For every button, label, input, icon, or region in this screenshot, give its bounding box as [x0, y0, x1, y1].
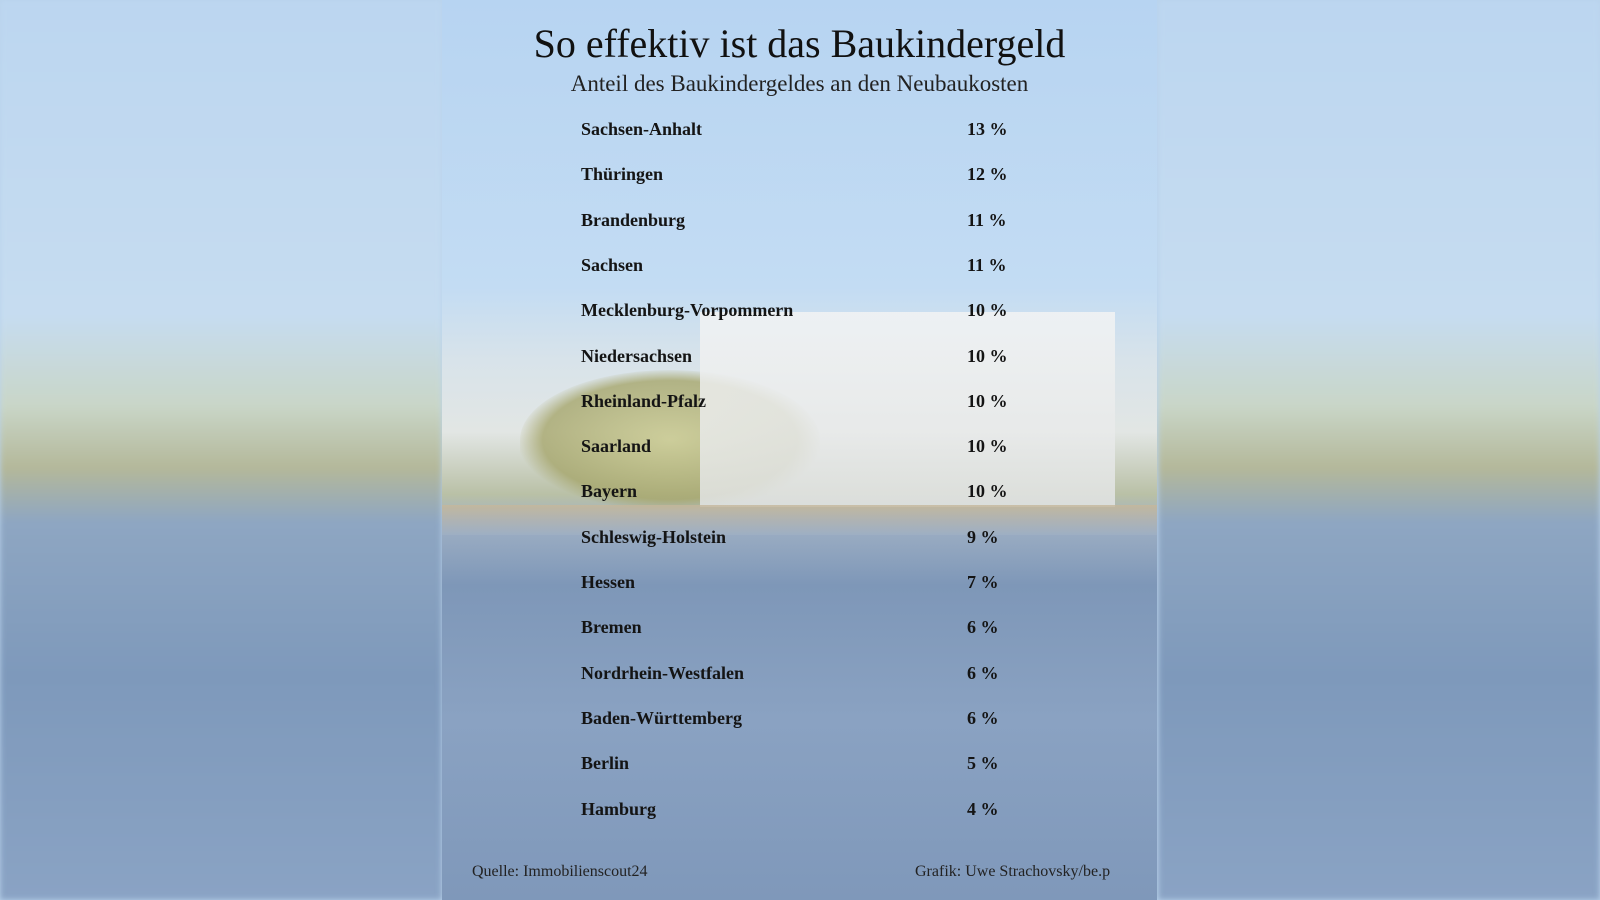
state-label: Schleswig-Holstein [581, 526, 727, 547]
table-row: Hessen 7 % [581, 572, 1021, 596]
chart-subtitle: Anteil des Baukindergeldes an den Neubau… [570, 71, 1029, 96]
source-note: Quelle: Immobilienscout24 [472, 863, 648, 880]
state-label: Rheinland-Pfalz [581, 390, 707, 411]
state-label: Baden-Württemberg [581, 707, 742, 728]
state-label: Mecklenburg-Vorpommern [581, 300, 794, 321]
table-row: Thüringen 12 % [581, 164, 1021, 188]
value-label: 5 % [967, 753, 999, 774]
value-label: 7 % [967, 572, 999, 592]
table-row: Schleswig-Holstein 9 % [581, 527, 1021, 551]
table-row: Sachsen-Anhalt 13 % [581, 119, 1021, 143]
table-row: Hamburg 4 % [581, 799, 1021, 823]
blurred-background-left [0, 0, 442, 900]
table-row: Bremen 6 % [581, 617, 1021, 641]
state-label: Bremen [581, 617, 642, 638]
table-row: Baden-Württemberg 6 % [581, 708, 1021, 732]
value-label: 10 % [967, 300, 1008, 321]
credit-note: Grafik: Uwe Strachovsky/be.p [915, 863, 1111, 880]
value-label: 4 % [967, 798, 999, 819]
value-label: 10 % [967, 481, 1008, 502]
value-label: 6 % [967, 662, 999, 683]
value-label: 9 % [967, 526, 999, 547]
state-label: Sachsen [581, 254, 644, 275]
state-label: Bayern [581, 481, 637, 502]
value-label: 11 % [967, 254, 1007, 275]
shoreline [442, 505, 1157, 535]
state-label: Hessen [581, 572, 635, 592]
value-label: 10 % [967, 345, 1008, 366]
table-row: Bayern 10 % [581, 481, 1021, 505]
chart-title: So effektiv ist das Baukindergeld [533, 21, 1066, 66]
value-label: 11 % [967, 209, 1007, 230]
table-row: Niedersachsen 10 % [581, 346, 1021, 370]
state-label: Brandenburg [581, 209, 686, 230]
value-label: 12 % [967, 164, 1008, 185]
table-row: Nordrhein-Westfalen 6 % [581, 663, 1021, 687]
state-label: Berlin [581, 753, 629, 774]
value-label: 6 % [967, 707, 999, 728]
table-row: Mecklenburg-Vorpommern 10 % [581, 300, 1021, 324]
state-label: Niedersachsen [581, 345, 692, 366]
state-label: Saarland [581, 436, 652, 457]
table-row: Rheinland-Pfalz 10 % [581, 391, 1021, 415]
state-label: Thüringen [581, 164, 664, 185]
value-label: 6 % [967, 617, 999, 638]
apartment-building [700, 312, 1115, 507]
table-row: Brandenburg 11 % [581, 210, 1021, 234]
state-label: Nordrhein-Westfalen [581, 662, 744, 683]
table-row: Saarland 10 % [581, 436, 1021, 460]
value-label: 10 % [967, 390, 1008, 411]
table-row: Berlin 5 % [581, 753, 1021, 777]
value-label: 10 % [967, 436, 1008, 457]
value-label: 13 % [967, 119, 1008, 139]
state-label: Sachsen-Anhalt [581, 119, 703, 139]
table-row: Sachsen 11 % [581, 255, 1021, 279]
state-label: Hamburg [581, 798, 657, 819]
blurred-background-right [1158, 0, 1600, 900]
